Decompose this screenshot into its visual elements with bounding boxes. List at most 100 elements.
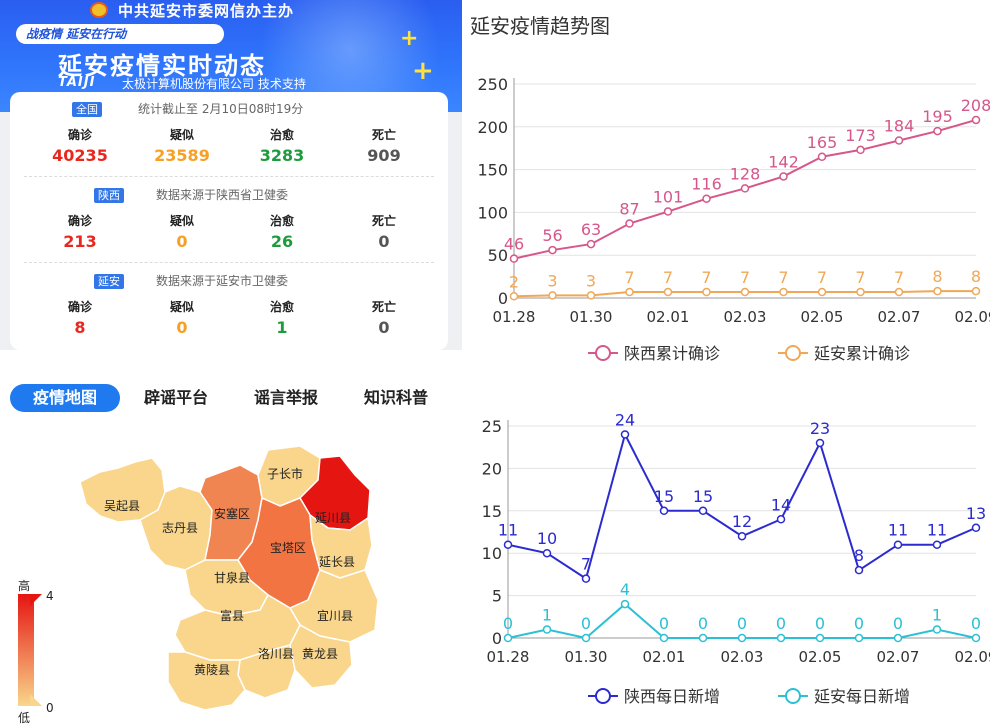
- data-point[interactable]: [971, 115, 981, 125]
- county-huangling[interactable]: [167, 651, 246, 711]
- data-point[interactable]: [817, 287, 827, 297]
- cured-value: 26: [270, 232, 294, 251]
- legend-max-handle-icon[interactable]: [30, 594, 42, 606]
- data-point[interactable]: [854, 565, 864, 575]
- data-source-note: 数据来源于延安市卫健委: [156, 274, 289, 288]
- data-point[interactable]: [702, 287, 711, 297]
- county-huanglong[interactable]: [289, 624, 353, 689]
- data-point[interactable]: [740, 184, 750, 193]
- data-point[interactable]: [932, 540, 942, 549]
- data-point[interactable]: [625, 287, 634, 297]
- data-point[interactable]: [586, 291, 596, 300]
- data-point[interactable]: [620, 599, 630, 609]
- data-point[interactable]: [856, 287, 865, 297]
- data-point[interactable]: [856, 145, 865, 155]
- data-point[interactable]: [663, 287, 673, 297]
- legend-gradient-bar: [18, 594, 34, 706]
- data-point[interactable]: [509, 254, 519, 263]
- data-point[interactable]: [698, 506, 708, 516]
- tab-rumor-report[interactable]: 谣言举报: [253, 388, 318, 407]
- data-point[interactable]: [542, 625, 552, 634]
- tab-knowledge[interactable]: 知识科普: [363, 388, 428, 407]
- data-point[interactable]: [702, 194, 711, 203]
- data-point[interactable]: [737, 531, 747, 541]
- data-point[interactable]: [893, 633, 903, 643]
- y-tick-label: 0: [498, 289, 508, 308]
- data-point[interactable]: [894, 136, 904, 145]
- county-label: 安塞区: [214, 506, 250, 521]
- confirmed-value: 40235: [52, 146, 108, 165]
- data-point[interactable]: [586, 239, 596, 249]
- data-point[interactable]: [815, 438, 825, 448]
- data-point[interactable]: [625, 219, 634, 228]
- death-value: 0: [378, 318, 390, 337]
- data-label: 0: [971, 614, 981, 633]
- legend-label[interactable]: 陕西每日新增: [624, 687, 720, 706]
- data-point[interactable]: [815, 633, 825, 643]
- data-label: 15: [693, 487, 713, 506]
- x-tick-label: 01.30: [570, 308, 613, 326]
- data-label: 0: [659, 614, 669, 633]
- data-point[interactable]: [817, 152, 827, 162]
- data-point[interactable]: [581, 574, 591, 583]
- data-point[interactable]: [503, 633, 513, 643]
- data-point[interactable]: [659, 633, 669, 643]
- legend-label[interactable]: 延安累计确诊: [814, 344, 910, 363]
- data-point[interactable]: [854, 633, 864, 643]
- confirmed-label: 确诊: [67, 128, 92, 142]
- data-label: 8: [854, 546, 864, 565]
- legend-marker-icon: [785, 688, 801, 704]
- data-point[interactable]: [663, 207, 673, 216]
- data-point[interactable]: [548, 245, 557, 255]
- legend-min-value: 0: [46, 701, 54, 715]
- data-point[interactable]: [933, 126, 942, 136]
- data-label: 165: [807, 133, 838, 152]
- data-point[interactable]: [971, 633, 981, 643]
- county-yanchang[interactable]: [309, 514, 373, 579]
- legend-min-handle-icon[interactable]: [30, 694, 42, 706]
- county-label: 黄龙县: [302, 647, 338, 661]
- data-point[interactable]: [542, 548, 552, 558]
- tab-epidemic-map[interactable]: 疫情地图: [10, 384, 120, 412]
- data-point[interactable]: [698, 633, 708, 643]
- data-point[interactable]: [894, 287, 904, 297]
- data-point[interactable]: [548, 291, 557, 300]
- data-point[interactable]: [620, 430, 630, 439]
- legend-label[interactable]: 陕西累计确诊: [624, 344, 720, 363]
- data-point[interactable]: [779, 287, 788, 297]
- chart-title: 延安疫情趋势图: [470, 14, 610, 38]
- data-label: 8: [971, 267, 981, 286]
- county-label: 宜川县: [317, 608, 353, 623]
- data-label: 195: [922, 107, 953, 126]
- cured-label: 治愈: [269, 214, 294, 228]
- county-label: 甘泉县: [214, 571, 250, 585]
- tab-rumor-platform[interactable]: 辟谣平台: [143, 388, 208, 407]
- confirmed-value: 213: [63, 232, 97, 251]
- legend-label[interactable]: 延安每日新增: [814, 687, 910, 706]
- data-label: 0: [581, 614, 591, 633]
- data-point[interactable]: [776, 633, 786, 643]
- data-point[interactable]: [509, 292, 519, 301]
- data-point[interactable]: [779, 172, 788, 181]
- data-label: 128: [730, 164, 761, 183]
- suspected-label: 疑似: [169, 300, 194, 314]
- county-label: 志丹县: [162, 521, 198, 535]
- death-value: 909: [367, 146, 401, 165]
- data-point[interactable]: [581, 633, 591, 643]
- data-point[interactable]: [659, 506, 669, 516]
- data-point[interactable]: [503, 540, 513, 549]
- confirmed-label: 确诊: [67, 300, 92, 314]
- cured-value: 1: [276, 318, 288, 337]
- data-point[interactable]: [776, 515, 786, 524]
- suspected-value: 0: [176, 232, 188, 251]
- data-point[interactable]: [893, 540, 903, 549]
- data-point[interactable]: [740, 287, 750, 297]
- data-label: 1: [542, 606, 552, 625]
- data-point[interactable]: [933, 286, 942, 296]
- data-label: 7: [581, 555, 591, 574]
- map-legend: 高 4 0 低: [18, 578, 54, 725]
- data-point[interactable]: [932, 625, 942, 634]
- data-point[interactable]: [971, 286, 981, 296]
- data-point[interactable]: [737, 633, 747, 643]
- data-point[interactable]: [971, 523, 981, 533]
